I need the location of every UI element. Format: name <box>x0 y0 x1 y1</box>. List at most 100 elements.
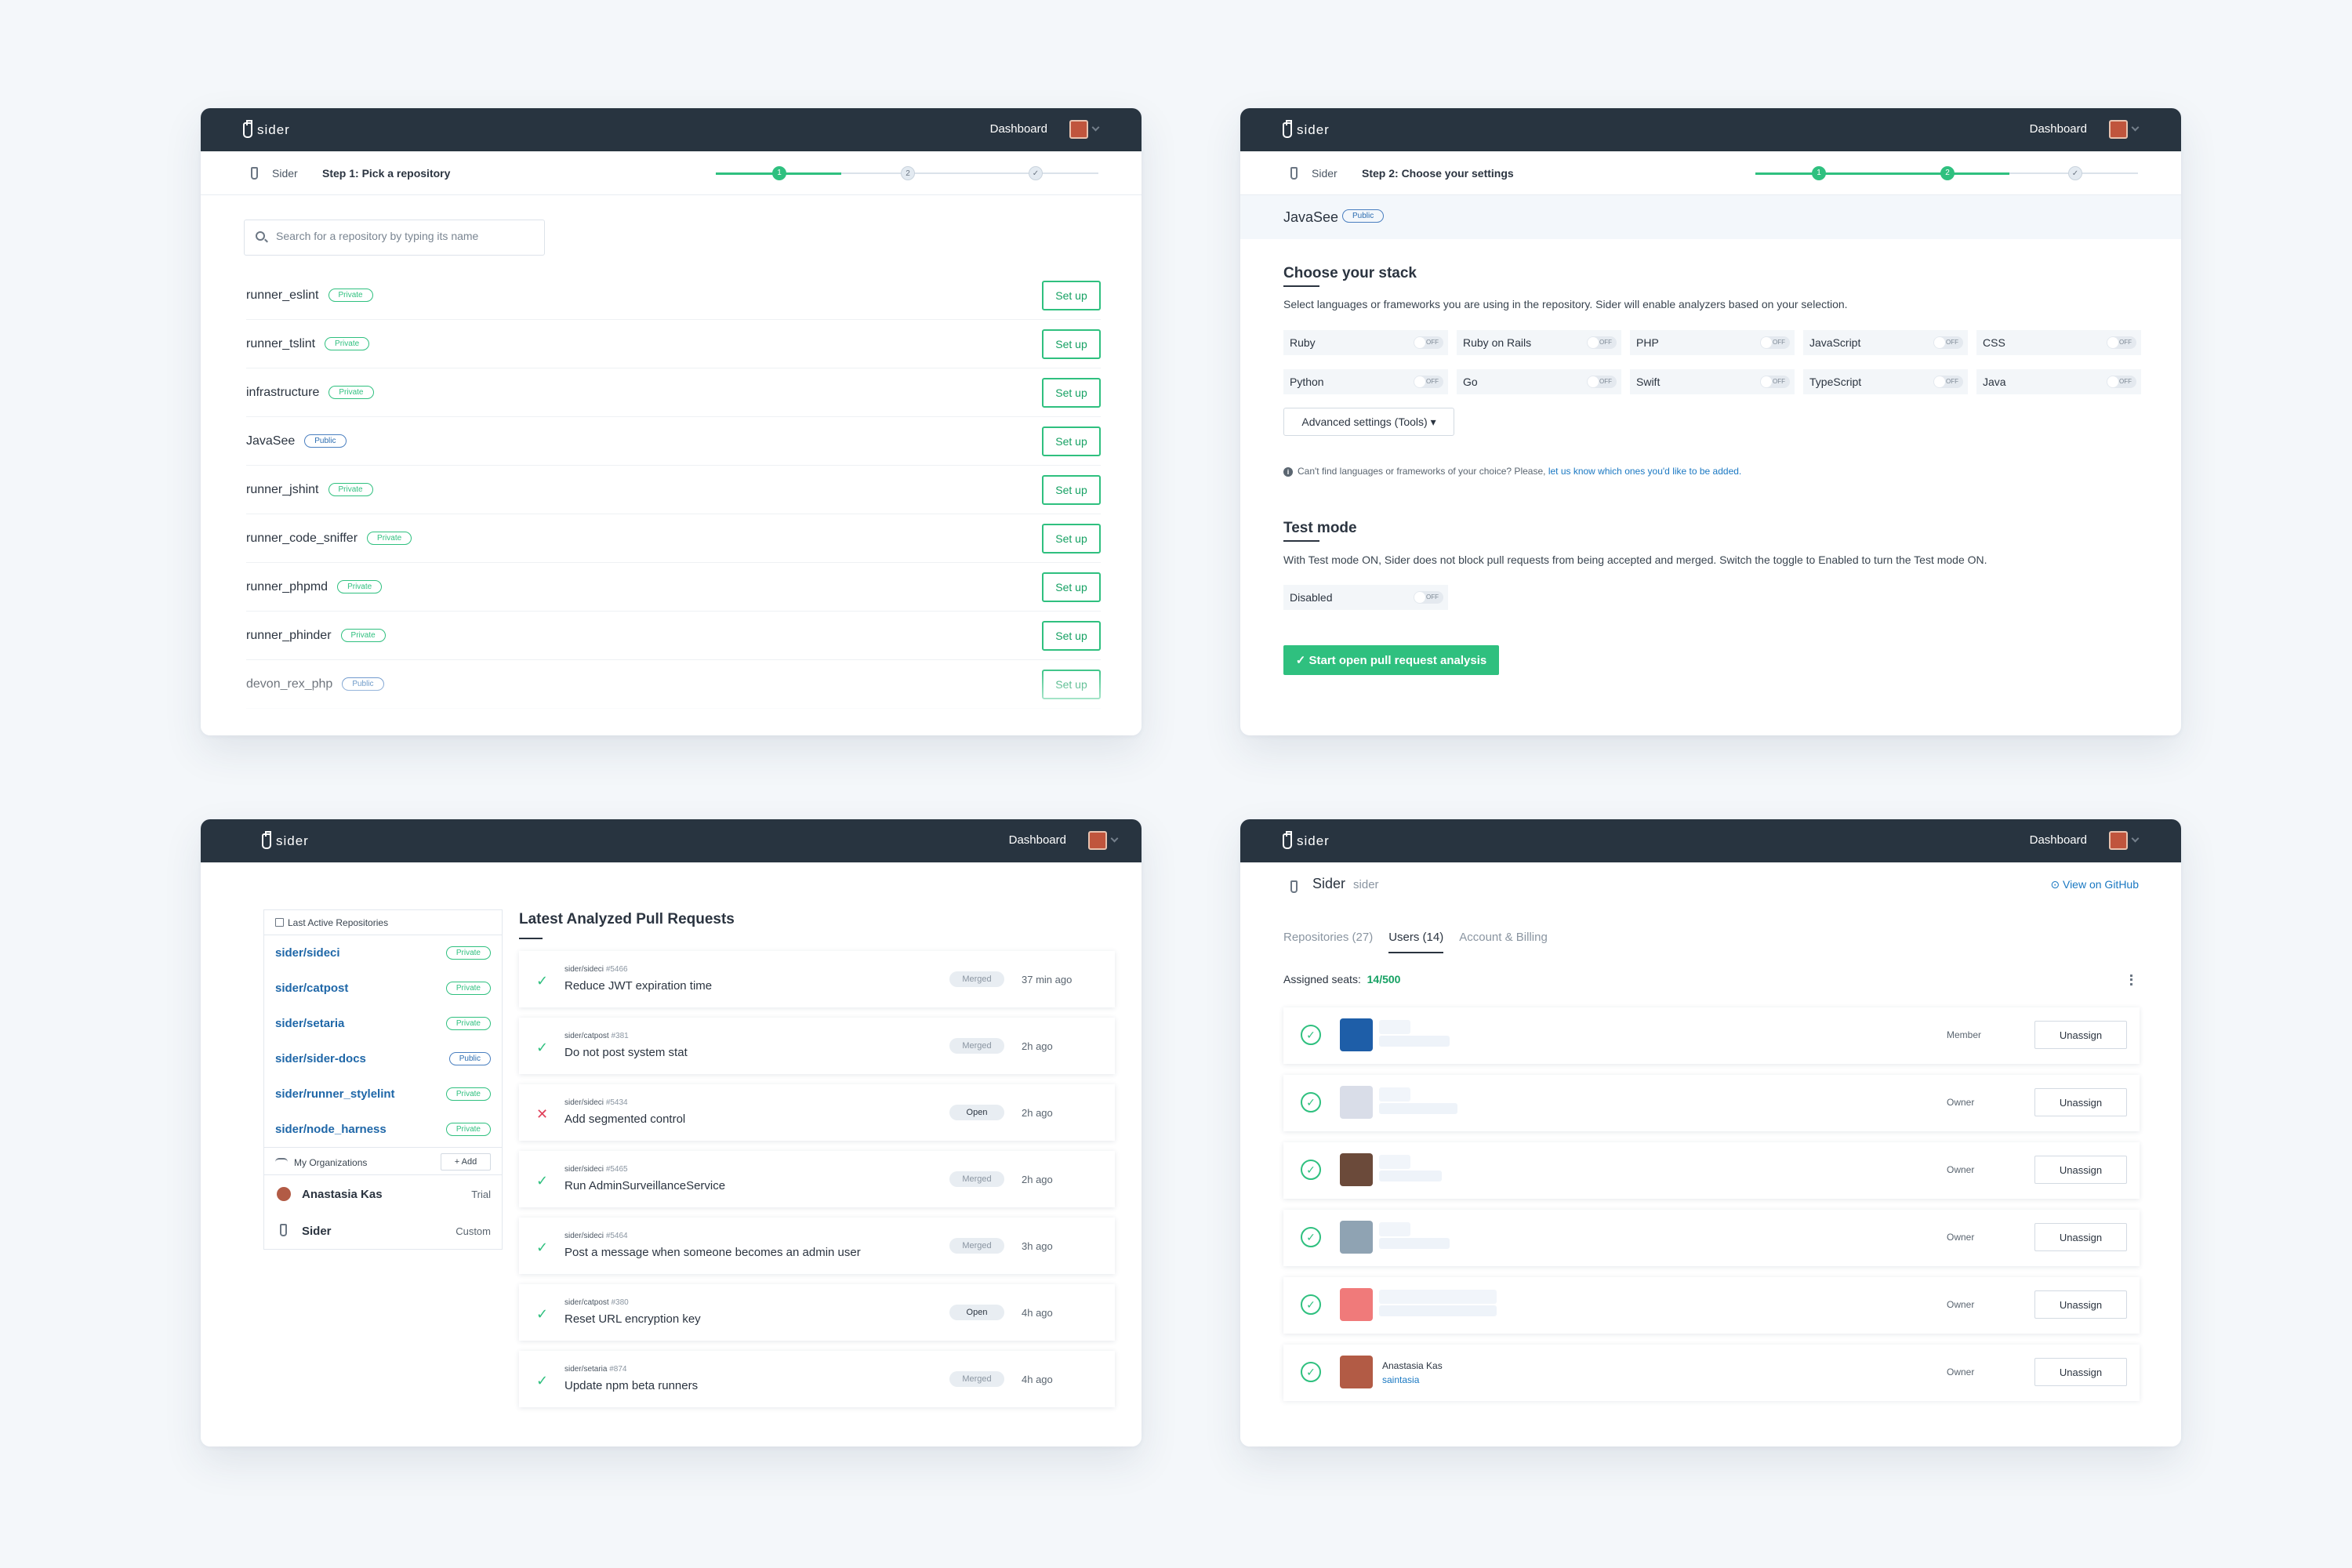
repo-link[interactable]: sider/setaria <box>275 1017 345 1030</box>
view-on-github-link[interactable]: ⊙ View on GitHub <box>2050 878 2139 891</box>
search-input[interactable] <box>276 230 527 242</box>
org-name[interactable]: Sider <box>1312 167 1338 180</box>
pr-title[interactable]: Run AdminSurveillanceService <box>564 1179 726 1192</box>
unassign-button[interactable]: Unassign <box>2034 1156 2127 1184</box>
pull-request-card[interactable]: ✓ sider/sideci #5465 Run AdminSurveillance… <box>519 1151 1115 1207</box>
user-avatar[interactable] <box>2109 120 2128 139</box>
tab-users[interactable]: Users (14) <box>1388 931 1444 953</box>
pr-title[interactable]: Post a message when someone becomes an a… <box>564 1246 861 1259</box>
setup-button[interactable]: Set up <box>1042 670 1101 699</box>
unassign-button[interactable]: Unassign <box>2034 1088 2127 1116</box>
dashboard-link[interactable]: Dashboard <box>2029 833 2087 847</box>
setup-button[interactable]: Set up <box>1042 621 1101 651</box>
sidebar-repo[interactable]: sider/sider-docs Public <box>264 1041 502 1076</box>
toggle-python[interactable]: Python OFF <box>1283 369 1448 394</box>
setup-button[interactable]: Set up <box>1042 426 1101 456</box>
toggle-switch[interactable]: OFF <box>2107 376 2136 388</box>
pr-title[interactable]: Add segmented control <box>564 1112 686 1126</box>
github-login[interactable]: saintasia <box>1382 1374 1420 1385</box>
toggle-switch[interactable]: OFF <box>1414 376 1443 388</box>
unassign-button[interactable]: Unassign <box>2034 1021 2127 1049</box>
pull-request-card[interactable]: ✓ sider/catpost #380 Reset URL encryption … <box>519 1284 1115 1341</box>
toggle-java[interactable]: Java OFF <box>1976 369 2141 394</box>
advanced-settings-button[interactable]: Advanced settings (Tools) ▾ <box>1283 408 1454 436</box>
toggle-switch[interactable]: OFF <box>1933 336 1963 349</box>
setup-button[interactable]: Set up <box>1042 572 1101 602</box>
dashboard-link[interactable]: Dashboard <box>1008 833 1066 847</box>
public-badge: Public <box>448 1052 491 1065</box>
dashboard-link[interactable]: Dashboard <box>989 122 1047 136</box>
repo-link[interactable]: sider/sider-docs <box>275 1052 366 1065</box>
sidebar-repo[interactable]: sider/node_harness Private <box>264 1112 502 1147</box>
repo-link[interactable]: sider/catpost <box>275 982 349 995</box>
repo-link[interactable]: sider/runner_stylelint <box>275 1087 395 1101</box>
sidebar-repo[interactable]: sider/setaria Private <box>264 1006 502 1041</box>
setup-button[interactable]: Set up <box>1042 524 1101 554</box>
tab-repositories[interactable]: Repositories (27) <box>1283 931 1374 944</box>
brand-logo[interactable]: sider <box>1283 831 1330 849</box>
sidebar-repo[interactable]: sider/sideci Private <box>264 935 502 971</box>
pull-request-card[interactable]: ✓ sider/sideci #5466 Reduce JWT expiration… <box>519 951 1115 1007</box>
toggle-typescript[interactable]: TypeScript OFF <box>1803 369 1968 394</box>
toggle-css[interactable]: CSS OFF <box>1976 330 2141 355</box>
toggle-switch[interactable]: OFF <box>1414 336 1443 349</box>
sidebar-repo[interactable]: sider/runner_stylelint Private <box>264 1076 502 1112</box>
org-name[interactable]: Sider <box>272 167 298 180</box>
request-language-link[interactable]: let us know which ones you'd like to be … <box>1548 466 1742 477</box>
chevron-down-icon[interactable] <box>2131 834 2140 843</box>
organization-row[interactable]: Sider Custom <box>264 1212 502 1249</box>
toggle-switch[interactable]: OFF <box>2107 336 2136 349</box>
brand-logo[interactable]: sider <box>243 120 290 138</box>
pull-request-card[interactable]: ✕ sider/sideci #5434 Add segmented control… <box>519 1084 1115 1141</box>
pull-request-card[interactable]: ✓ sider/sideci #5464 Post a message when s… <box>519 1218 1115 1274</box>
toggle-rails[interactable]: Ruby on Rails OFF <box>1457 330 1621 355</box>
repo-link[interactable]: sider/node_harness <box>275 1123 387 1136</box>
organization-name[interactable]: Anastasia Kas <box>302 1188 383 1201</box>
tab-account-billing[interactable]: Account & Billing <box>1459 931 1548 944</box>
pull-request-card[interactable]: ✓ sider/catpost #381 Do not post system st… <box>519 1018 1115 1074</box>
private-badge: Private <box>445 982 491 995</box>
chevron-down-icon[interactable] <box>2131 123 2140 132</box>
setup-button[interactable]: Set up <box>1042 281 1101 310</box>
user-avatar[interactable] <box>1069 120 1088 139</box>
toggle-switch[interactable]: OFF <box>1414 591 1443 604</box>
setup-button[interactable]: Set up <box>1042 475 1101 505</box>
chevron-down-icon[interactable] <box>1110 834 1119 843</box>
pr-title[interactable]: Update npm beta runners <box>564 1379 699 1392</box>
brand-logo[interactable]: sider <box>262 831 309 849</box>
add-organization-button[interactable]: + Add <box>441 1153 491 1171</box>
repo-search[interactable] <box>244 220 545 256</box>
dashboard-link[interactable]: Dashboard <box>2029 122 2087 136</box>
user-avatar[interactable] <box>1088 831 1107 850</box>
toggle-go[interactable]: Go OFF <box>1457 369 1621 394</box>
pr-title[interactable]: Reduce JWT expiration time <box>564 979 713 993</box>
organization-name[interactable]: Sider <box>302 1225 332 1238</box>
toggle-switch[interactable]: OFF <box>1933 376 1963 388</box>
repo-link[interactable]: sider/sideci <box>275 946 340 960</box>
toggle-swift[interactable]: Swift OFF <box>1630 369 1795 394</box>
sidebar-repo[interactable]: sider/catpost Private <box>264 971 502 1006</box>
unassign-button[interactable]: Unassign <box>2034 1223 2127 1251</box>
brand-logo[interactable]: sider <box>1283 120 1330 138</box>
unassign-button[interactable]: Unassign <box>2034 1290 2127 1319</box>
toggle-switch[interactable]: OFF <box>1760 336 1790 349</box>
setup-button[interactable]: Set up <box>1042 329 1101 359</box>
user-avatar[interactable] <box>2109 831 2128 850</box>
toggle-switch[interactable]: OFF <box>1587 376 1617 388</box>
toggle-ruby[interactable]: Ruby OFF <box>1283 330 1448 355</box>
pr-title[interactable]: Do not post system stat <box>564 1046 688 1059</box>
setup-button[interactable]: Set up <box>1042 378 1101 408</box>
toggle-test-mode[interactable]: Disabled OFF <box>1283 585 1448 610</box>
pr-title[interactable]: Reset URL encryption key <box>564 1312 701 1326</box>
more-options-icon[interactable] <box>2130 975 2132 985</box>
start-analysis-button[interactable]: ✓ Start open pull request analysis <box>1283 645 1499 675</box>
pull-request-card[interactable]: ✓ sider/setaria #874 Update npm beta runne… <box>519 1351 1115 1407</box>
toggle-php[interactable]: PHP OFF <box>1630 330 1795 355</box>
chevron-down-icon[interactable] <box>1091 123 1100 132</box>
toggle-switch[interactable]: OFF <box>1587 336 1617 349</box>
sider-logo-icon <box>262 831 271 849</box>
toggle-switch[interactable]: OFF <box>1760 376 1790 388</box>
unassign-button[interactable]: Unassign <box>2034 1358 2127 1386</box>
toggle-javascript[interactable]: JavaScript OFF <box>1803 330 1968 355</box>
organization-row[interactable]: Anastasia Kas Trial <box>264 1175 502 1212</box>
